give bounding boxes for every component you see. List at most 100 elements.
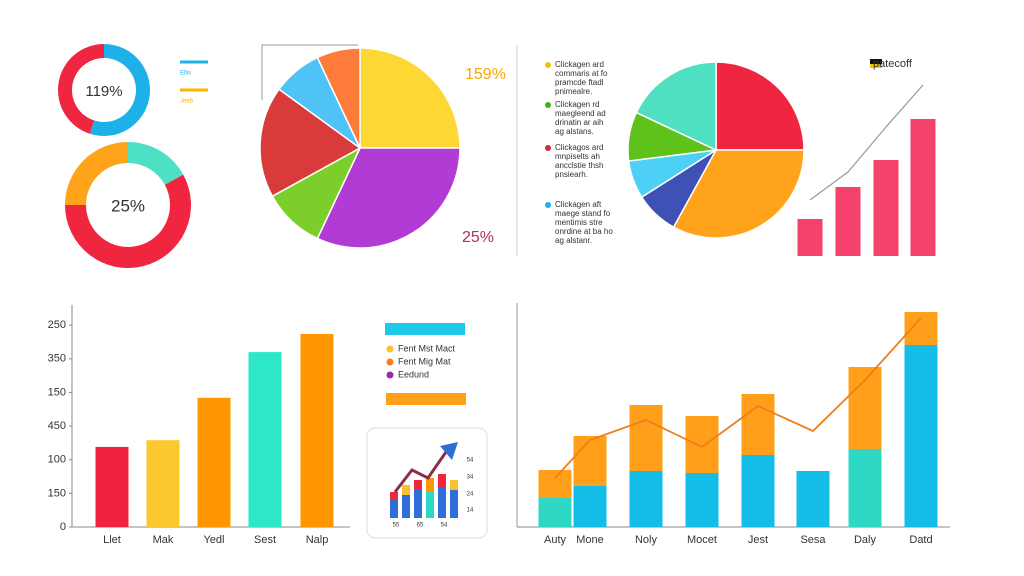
bar-segment — [904, 345, 938, 527]
x-tick-label: Noly — [635, 534, 658, 546]
x-tick-label: Jest — [748, 534, 768, 546]
x-tick-label: Nalp — [306, 534, 329, 546]
bar-segment — [685, 473, 719, 527]
frame-line — [261, 44, 358, 100]
legend-text: commaris at fo — [555, 69, 608, 78]
legend-label: patecoff — [873, 58, 913, 70]
legend-dot — [386, 345, 394, 353]
legend-bar — [385, 323, 465, 335]
x-tick-label: Mocet — [687, 534, 717, 546]
legend-text: drinatin ar aih — [555, 118, 603, 127]
bar — [873, 160, 899, 256]
legend-text: maegleend ad — [555, 109, 606, 118]
bar — [248, 352, 282, 527]
x-tick-label: Llet — [103, 534, 121, 546]
x-tick-label: Datd — [909, 534, 932, 546]
bar — [300, 333, 334, 527]
slice — [57, 44, 104, 134]
legend-swatch — [870, 59, 882, 64]
x-tick-label: Daly — [854, 534, 877, 546]
y-tick-label: 150 — [48, 386, 66, 398]
inset-label: 54 — [467, 458, 474, 464]
legend-text: pnimealre. — [555, 87, 592, 96]
bar-segment — [629, 471, 663, 527]
trend-line — [809, 84, 924, 201]
center-label: 25% — [111, 196, 145, 215]
inset-icon — [390, 442, 458, 518]
legend-dot — [545, 62, 551, 68]
inset-label: 65 — [417, 523, 424, 529]
legend-text: maege stand fo — [555, 209, 611, 218]
bar-segment — [538, 498, 572, 527]
inset-label: 55 — [393, 523, 400, 529]
bar-segment — [848, 449, 882, 527]
x-tick-label: Mak — [153, 534, 174, 546]
legend-text: Clickagen rd — [555, 100, 599, 109]
slice — [715, 61, 805, 151]
slice — [635, 61, 717, 152]
legend-label: Fent Mst Mact — [398, 343, 456, 353]
x-tick-label: Auty — [544, 534, 567, 546]
legend-text: Clickagen aft — [555, 200, 602, 209]
legend-label: Fent Mig Mat — [398, 356, 451, 366]
y-tick-label: 150 — [48, 487, 66, 499]
legend-text: Clickagen ard — [555, 60, 604, 69]
legend-text: pramcde ftadl — [555, 78, 604, 87]
bar-segment — [538, 470, 572, 498]
legend-text: mentimis stre — [555, 218, 603, 227]
bar — [910, 119, 936, 256]
bar-segment — [573, 486, 607, 527]
bar-segment — [573, 436, 607, 486]
x-tick-label: Sesa — [800, 534, 826, 546]
line — [554, 317, 922, 479]
slice — [89, 44, 150, 136]
bar-segment — [904, 312, 938, 345]
slice — [128, 142, 184, 185]
y-tick-label: 350 — [48, 353, 66, 365]
legend-text: pnsiearh. — [555, 170, 588, 179]
bar — [146, 440, 180, 527]
bar-segment — [629, 405, 663, 471]
slice — [359, 47, 461, 149]
y-tick-label: 100 — [48, 454, 66, 466]
legend-dot — [545, 202, 551, 208]
annotation: 25% — [462, 229, 494, 246]
legend-label: Ellis — [180, 71, 191, 77]
center-label: 119% — [85, 83, 122, 100]
bar — [95, 446, 129, 527]
legend-dot — [386, 358, 394, 366]
x-tick-label: Sest — [254, 534, 276, 546]
legend-dot — [386, 371, 394, 379]
x-tick-label: Mone — [576, 534, 604, 546]
bar — [835, 187, 861, 256]
inset-label: 54 — [441, 523, 448, 529]
bar-segment — [741, 394, 775, 455]
y-tick-label: 0 — [60, 521, 66, 533]
x-tick-label: Yedl — [203, 534, 224, 546]
legend-bar — [386, 393, 466, 405]
legend-text: mnpiselts ah — [555, 152, 600, 161]
slice — [672, 149, 805, 239]
bar-segment — [741, 455, 775, 527]
y-tick-label: 250 — [48, 319, 66, 331]
y-tick-label: 450 — [48, 420, 66, 432]
slice — [316, 47, 361, 149]
bar-segment — [685, 416, 719, 473]
bar — [197, 397, 231, 527]
slice — [316, 147, 461, 249]
legend-text: ancclstie thsh — [555, 161, 603, 170]
inset-label: 34 — [467, 475, 474, 481]
legend-text: onrdine at ba ho — [555, 227, 613, 236]
annotation: 159% — [465, 66, 506, 83]
legend-swatch — [870, 64, 882, 68]
inset-label: 24 — [467, 492, 474, 498]
bar — [797, 219, 823, 256]
inset-label: 14 — [467, 508, 474, 514]
legend-label: Jeeb — [180, 99, 194, 105]
legend-text: ag alstans. — [555, 127, 594, 136]
slice — [65, 142, 128, 205]
bar-segment — [796, 471, 830, 527]
legend-dot — [545, 102, 551, 108]
